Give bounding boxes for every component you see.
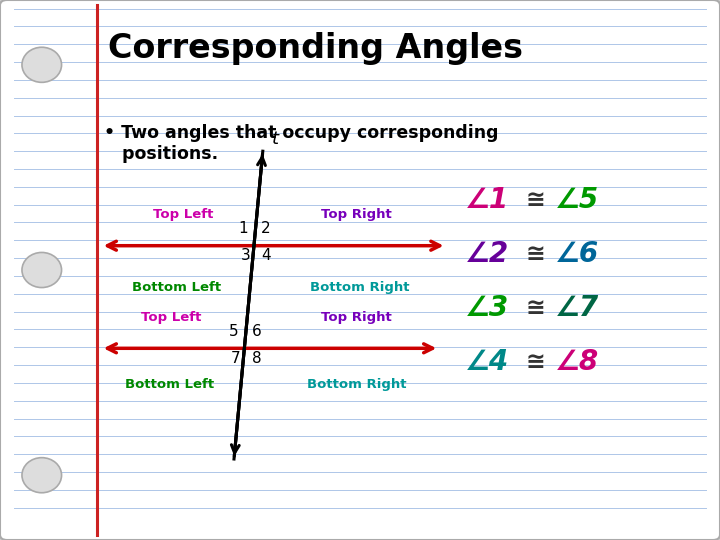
Text: 4: 4 (261, 248, 271, 264)
Text: ∠6: ∠6 (554, 240, 598, 268)
Text: 1: 1 (238, 221, 248, 236)
Text: 3: 3 (240, 248, 251, 264)
Ellipse shape (22, 47, 62, 82)
Text: ∠1: ∠1 (464, 186, 508, 214)
Text: ≅: ≅ (526, 350, 545, 374)
Text: ≅: ≅ (526, 242, 545, 266)
Text: Bottom Left: Bottom Left (132, 281, 221, 294)
Text: Top Right: Top Right (321, 311, 392, 324)
Text: ∠8: ∠8 (554, 348, 598, 376)
Text: Top Right: Top Right (321, 208, 392, 221)
Text: ∠3: ∠3 (464, 294, 508, 322)
Text: Corresponding Angles: Corresponding Angles (108, 32, 523, 65)
Text: Bottom Left: Bottom Left (125, 378, 214, 391)
Text: ≅: ≅ (526, 296, 545, 320)
Text: ∠5: ∠5 (554, 186, 598, 214)
Text: Top Left: Top Left (153, 208, 214, 221)
Text: t: t (271, 131, 279, 149)
Text: Bottom Right: Bottom Right (307, 378, 406, 391)
Ellipse shape (22, 458, 62, 492)
Text: ∠2: ∠2 (464, 240, 508, 268)
Text: 7: 7 (231, 351, 240, 366)
Text: Bottom Right: Bottom Right (310, 281, 410, 294)
Text: 6: 6 (251, 323, 261, 339)
Text: ≅: ≅ (526, 188, 545, 212)
Text: 2: 2 (261, 221, 271, 236)
Text: • Two angles that occupy corresponding
   positions.: • Two angles that occupy corresponding p… (104, 124, 499, 163)
Text: 8: 8 (251, 351, 261, 366)
Text: ∠4: ∠4 (464, 348, 508, 376)
Text: Top Left: Top Left (141, 311, 202, 324)
Text: 5: 5 (229, 323, 238, 339)
Ellipse shape (22, 252, 62, 287)
Text: ∠7: ∠7 (554, 294, 598, 322)
